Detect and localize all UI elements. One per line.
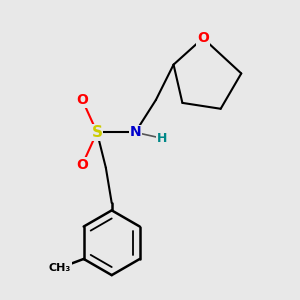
Text: H: H — [157, 132, 167, 145]
Text: CH₃: CH₃ — [49, 263, 71, 273]
Text: O: O — [197, 31, 209, 45]
Text: N: N — [130, 125, 141, 139]
Text: O: O — [76, 158, 88, 172]
Text: O: O — [76, 93, 88, 107]
Text: S: S — [92, 125, 103, 140]
